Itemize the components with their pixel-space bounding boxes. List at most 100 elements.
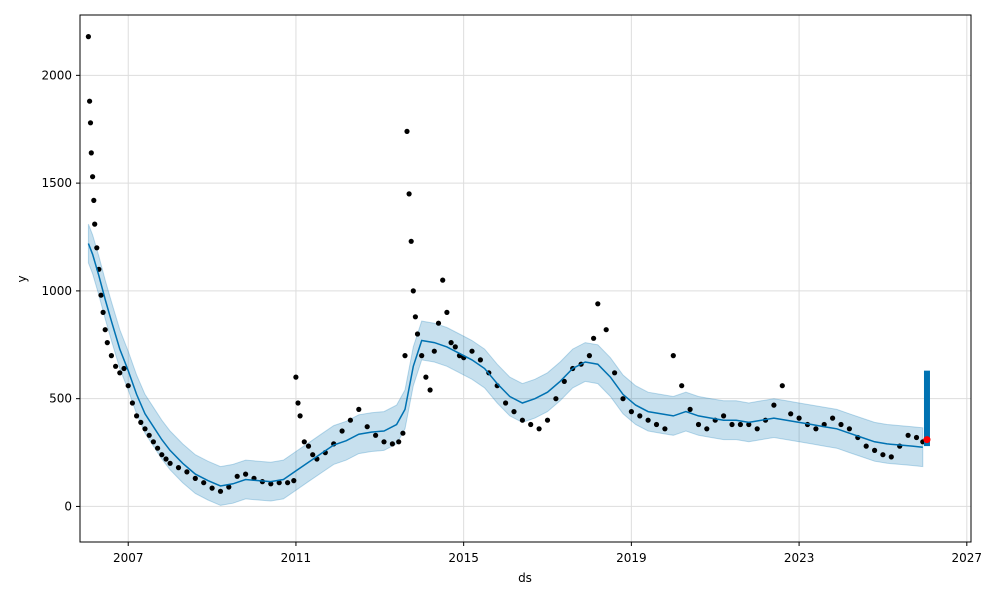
observed-point (347, 417, 353, 423)
observed-point (293, 374, 299, 380)
observed-point (134, 413, 140, 419)
x-tick-label: 2007 (113, 551, 144, 565)
uncertainty-band (87, 223, 924, 506)
x-tick-label: 2019 (616, 551, 647, 565)
observed-point (87, 120, 94, 126)
observed-point (704, 426, 710, 432)
observed-point (838, 421, 844, 428)
x-axis-ticks: 2007 2011 2015 2019 2023 2027 (113, 542, 982, 565)
y-tick-label: 0 (64, 499, 72, 513)
observed-point (276, 480, 282, 486)
x-tick-label: 2011 (281, 551, 312, 565)
observed-point (628, 409, 635, 415)
x-tick-label: 2015 (448, 551, 479, 565)
y-tick-label: 500 (49, 392, 72, 406)
observed-point (305, 443, 312, 449)
observed-point (339, 428, 345, 434)
observed-point (796, 415, 802, 421)
y-axis-label: y (15, 275, 29, 282)
observed-point (268, 481, 274, 487)
observed-point (400, 430, 406, 436)
observed-point (91, 197, 97, 203)
observed-point (129, 400, 135, 406)
observed-point (295, 400, 301, 406)
observed-point (301, 439, 307, 445)
observed-point (779, 383, 785, 389)
uncertainty-band-area (87, 223, 924, 506)
observed-point (637, 413, 643, 419)
observed-point (444, 309, 450, 315)
observed-point (87, 98, 93, 104)
observed-point (201, 480, 207, 486)
observed-point (175, 465, 182, 471)
observed-point (846, 426, 853, 432)
observed-point (419, 353, 425, 359)
y-tick-label: 1500 (41, 176, 72, 190)
observed-point (687, 406, 693, 412)
observed-point (100, 309, 106, 315)
observed-point (435, 320, 442, 326)
observed-point (226, 484, 232, 490)
observed-point (146, 432, 152, 438)
x-tick-label: 2023 (784, 551, 815, 565)
observed-point (591, 335, 597, 341)
observed-point (721, 413, 727, 419)
observed-point (356, 406, 362, 412)
observed-point (477, 357, 483, 363)
observed-point (586, 353, 593, 359)
observed-point (511, 409, 517, 415)
y-axis-ticks: 0 500 1000 1500 2000 (41, 68, 80, 513)
observed-point (167, 460, 173, 466)
observed-point (291, 478, 297, 484)
future-highlight-point (923, 436, 931, 444)
observed-point (113, 363, 119, 369)
observed-point (243, 471, 249, 477)
observed-point (381, 439, 387, 445)
observed-point (217, 488, 224, 494)
observed-point (729, 421, 735, 428)
observed-point (125, 383, 131, 389)
observed-point (373, 432, 379, 438)
observed-point (830, 415, 836, 421)
observed-point (440, 277, 446, 283)
observed-point (469, 348, 475, 354)
observed-point (142, 426, 148, 432)
observed-point (402, 353, 408, 359)
observed-point (285, 480, 291, 486)
observed-point (452, 344, 458, 350)
observed-point (102, 327, 108, 333)
observed-point (104, 340, 110, 346)
y-tick-label: 1000 (41, 284, 72, 298)
observed-point (94, 245, 100, 251)
future-forecast (923, 370, 931, 447)
observed-point (404, 128, 410, 134)
observed-point (410, 288, 416, 294)
observed-point (389, 441, 395, 447)
observed-point (880, 452, 886, 458)
forecast-line (87, 243, 923, 487)
observed-point (98, 292, 104, 298)
observed-point (155, 445, 161, 451)
observed-point (192, 475, 198, 481)
observed-point (561, 378, 567, 384)
observed-point (108, 353, 114, 359)
observed-point (414, 331, 421, 337)
observed-point (138, 419, 144, 425)
observed-point (310, 452, 316, 458)
observed-point (746, 421, 752, 428)
observed-point (431, 348, 437, 354)
observed-point (737, 421, 744, 428)
plot-frame (79, 14, 972, 543)
observed-point (754, 426, 760, 432)
observed-point (503, 400, 509, 406)
observed-point (92, 221, 98, 227)
observed-point (121, 365, 127, 372)
observed-point (364, 424, 370, 430)
observed-point (620, 396, 626, 402)
observed-point (406, 191, 412, 197)
x-axis-label: ds (518, 571, 532, 585)
observed-point (536, 426, 542, 432)
observed-point (408, 238, 414, 244)
observed-point (209, 485, 215, 491)
